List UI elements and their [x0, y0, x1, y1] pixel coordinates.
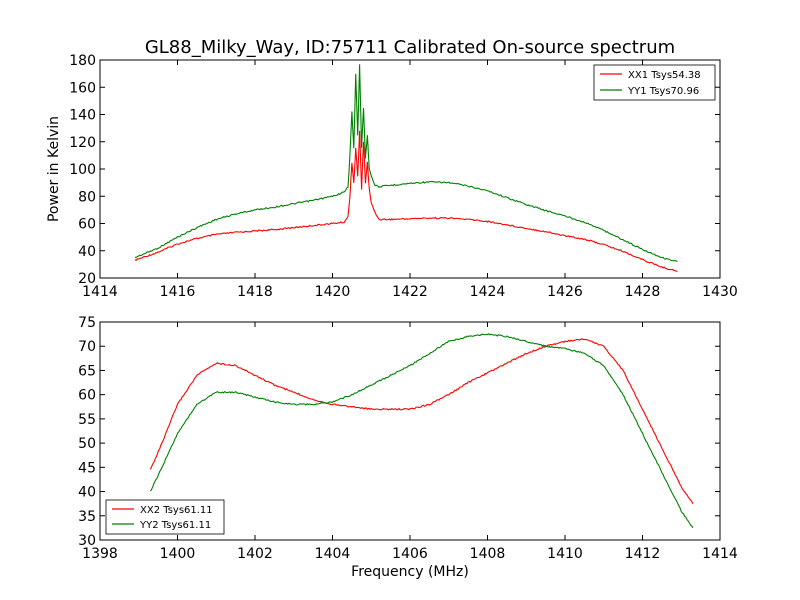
y-tick-label: 160 [69, 80, 96, 96]
x-tick-label: 1418 [237, 284, 273, 300]
x-tick-label: 1414 [702, 546, 738, 562]
bottom-axes: 1398 1400 1402 1404 1406 1408 1410 1412 1414 30 35… [78, 315, 738, 580]
top-legend-box [593, 64, 716, 101]
y-tick-label: 30 [78, 533, 96, 549]
series-line-yy2 [149, 333, 694, 529]
bottom-legend: XX2 Tsys61.11 YY2 Tsys61.11 [105, 499, 225, 535]
x-tick-label: 1408 [470, 546, 506, 562]
x-tick-label: 1412 [625, 546, 661, 562]
bottom-plot-area [149, 333, 694, 529]
figure-title: GL88_Milky_Way, ID:75711 Calibrated On-s… [145, 37, 675, 58]
y-tick-label: 60 [78, 217, 96, 233]
y-tick-label: 75 [78, 315, 96, 331]
y-tick-label: 140 [69, 108, 96, 124]
legend-label-yy1: YY1 Tsys70.96 [627, 86, 699, 97]
y-tick-label: 40 [78, 244, 96, 260]
y-tick-label: 40 [78, 485, 96, 501]
y-tick-label: 20 [78, 271, 96, 287]
bottom-x-axis-label: Frequency (MHz) [351, 564, 469, 580]
y-tick-label: 55 [78, 412, 96, 428]
x-tick-label: 1398 [82, 546, 118, 562]
legend-label-yy2: YY2 Tsys61.11 [139, 520, 211, 531]
legend-label-xx1: XX1 Tsys54.38 [628, 70, 701, 81]
x-tick-label: 1426 [547, 284, 583, 300]
y-tick-label: 80 [78, 189, 96, 205]
y-tick-label: 35 [78, 509, 96, 525]
x-tick-label: 1422 [392, 284, 428, 300]
bottom-legend-box [105, 499, 225, 535]
top-y-axis-label: Power in Kelvin [46, 116, 62, 222]
x-tick-label: 1400 [160, 546, 196, 562]
x-tick-label: 1424 [470, 284, 506, 300]
y-tick-label: 65 [78, 363, 96, 379]
top-legend: XX1 Tsys54.38 YY1 Tsys70.96 [593, 64, 716, 101]
x-tick-label: 1430 [702, 284, 738, 300]
x-tick-label: 1428 [625, 284, 661, 300]
top-plot-area [134, 64, 678, 272]
top-axes: 1414 1416 1418 1420 1422 1424 1426 1428 1430 20 40… [46, 53, 738, 300]
series-line-yy1 [134, 64, 678, 263]
x-tick-label: 1414 [82, 284, 118, 300]
bottom-axes-ticks: 1398 1400 1402 1404 1406 1408 1410 1412 1414 30 35… [78, 315, 738, 562]
x-tick-label: 1404 [315, 546, 351, 562]
series-line-xx1 [134, 130, 678, 272]
series-line-xx2 [149, 338, 694, 504]
x-tick-label: 1420 [315, 284, 351, 300]
top-axes-ticks: 1414 1416 1418 1420 1422 1424 1426 1428 1430 20 40… [69, 53, 738, 300]
y-tick-label: 50 [78, 436, 96, 452]
y-tick-label: 45 [78, 460, 96, 476]
x-tick-label: 1410 [547, 546, 583, 562]
y-tick-label: 180 [69, 53, 96, 69]
y-tick-label: 100 [69, 162, 96, 178]
x-tick-label: 1402 [237, 546, 273, 562]
y-tick-label: 70 [78, 339, 96, 355]
y-tick-label: 120 [69, 135, 96, 151]
y-tick-label: 60 [78, 388, 96, 404]
x-tick-label: 1406 [392, 546, 428, 562]
legend-label-xx2: XX2 Tsys61.11 [140, 505, 213, 516]
x-tick-label: 1416 [160, 284, 196, 300]
